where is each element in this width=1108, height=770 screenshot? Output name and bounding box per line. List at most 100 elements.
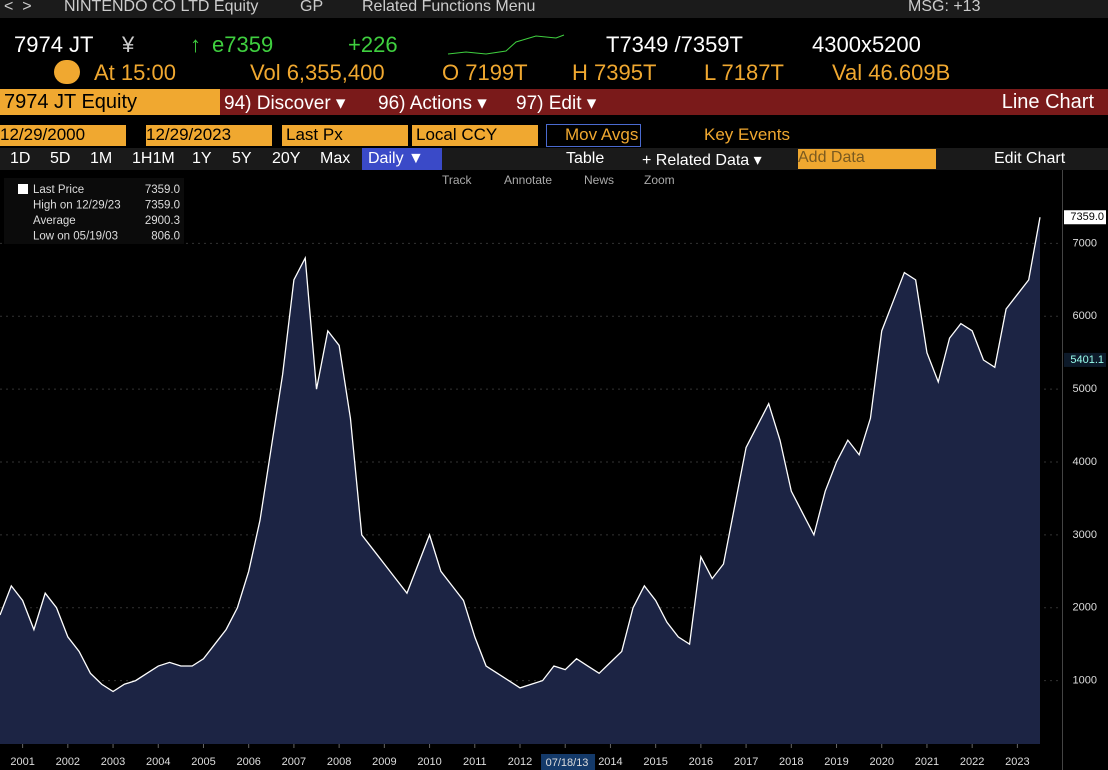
frequency[interactable]: Daily ▼: [362, 148, 442, 170]
x-tick-label: 2011: [463, 756, 487, 768]
x-tick-label: 2022: [960, 756, 984, 768]
top-bar: < > NINTENDO CO LTD Equity GP Related Fu…: [0, 0, 1108, 18]
legend-box: [4, 178, 184, 244]
y-tick-label: 3000: [1073, 529, 1097, 541]
chart-tool[interactable]: Annotate: [504, 173, 553, 187]
toolbar: 7974 JT Equity 94) Discover ▾ 96) Action…: [0, 89, 1108, 115]
equity-box[interactable]: 7974 JT Equity: [0, 89, 220, 115]
legend-label: Low on 05/19/03: [33, 231, 118, 243]
period-button[interactable]: 1D: [10, 150, 31, 167]
function-code[interactable]: GP: [300, 0, 324, 15]
y-tick-label: 7000: [1073, 237, 1097, 249]
sparkline: [447, 34, 565, 55]
x-tick-label: 2016: [689, 756, 713, 768]
axis-tag: 5401.1: [1070, 354, 1104, 366]
related-menu[interactable]: Related Functions Menu: [362, 0, 536, 15]
x-tick-label: 2007: [282, 756, 306, 768]
axis-tag: 7359.0: [1070, 211, 1104, 223]
x-tick-label: 2001: [10, 756, 34, 768]
x-tick-label: 2009: [372, 756, 396, 768]
x-tick-label: 2003: [101, 756, 125, 768]
currency-select[interactable]: Local CCY: [412, 125, 538, 146]
chart-tool[interactable]: Track: [442, 173, 472, 187]
x-tick-label: 2012: [508, 756, 532, 768]
security-name[interactable]: NINTENDO CO LTD Equity: [64, 0, 259, 15]
up-arrow: ↑: [190, 32, 201, 57]
y-tick-label: 4000: [1073, 456, 1097, 468]
cursor-tag-box: [541, 754, 596, 770]
period-button[interactable]: 1M: [90, 150, 113, 167]
mov-avgs[interactable]: Mov Avgs: [546, 124, 642, 147]
end-date[interactable]: 12/29/2023: [146, 125, 272, 146]
x-tick-label: 2018: [779, 756, 803, 768]
x-tick-label: 2023: [1005, 756, 1029, 768]
x-tick-label: 2004: [146, 756, 170, 768]
chart-tool[interactable]: News: [584, 173, 615, 187]
y-tick-label: 6000: [1073, 310, 1097, 322]
period-button[interactable]: 20Y: [272, 150, 301, 167]
sparkline-path: [447, 34, 565, 55]
x-tick-label: 2014: [598, 756, 622, 768]
bid-ask: T7349 /7359T: [606, 32, 743, 57]
chart-tool[interactable]: Zoom: [644, 173, 675, 187]
period-button[interactable]: 5Y: [232, 150, 252, 167]
time: At 15:00: [94, 60, 176, 85]
messages[interactable]: MSG: +13: [908, 0, 981, 15]
field-select[interactable]: Last Px: [282, 125, 408, 146]
legend-value: 2900.3: [145, 215, 180, 227]
legend-label: Last Price: [33, 184, 84, 196]
legend-label: Average: [33, 215, 76, 227]
volume: Vol 6,355,400: [250, 60, 385, 85]
key-events[interactable]: Key Events: [704, 125, 790, 144]
legend-swatch: [18, 184, 28, 194]
legend-value: 7359.0: [145, 184, 180, 196]
legend-label: High on 12/29/23: [33, 200, 121, 212]
chart-kind: Line Chart: [1001, 91, 1094, 113]
last-price: e7359: [212, 32, 274, 57]
x-tick-label: 2021: [915, 756, 939, 768]
edit-chart[interactable]: Edit Chart: [994, 150, 1066, 167]
price-area: [0, 217, 1040, 744]
x-tick-label: 2002: [56, 756, 80, 768]
change: +226: [348, 32, 398, 57]
edit-menu[interactable]: 97) Edit ▾: [516, 93, 597, 114]
price-line: [0, 217, 1041, 693]
period-button[interactable]: Max: [320, 150, 351, 167]
y-tick-label: 1000: [1073, 675, 1097, 687]
x-tick-label: 2006: [236, 756, 260, 768]
legend-value: 7359.0: [145, 200, 180, 212]
low: L 7187T: [704, 60, 784, 85]
x-tick-label: 2019: [824, 756, 848, 768]
cursor-tag: 07/18/13: [546, 757, 589, 769]
y-tick-label: 5000: [1073, 383, 1097, 395]
period-button[interactable]: 1Y: [192, 150, 212, 167]
add-data[interactable]: Add Data: [798, 149, 936, 169]
period-button[interactable]: 1H1M: [132, 150, 175, 167]
related-data[interactable]: + Related Data ▾: [642, 152, 762, 169]
legend-value: 806.0: [151, 231, 180, 243]
discover-menu[interactable]: 94) Discover ▾: [224, 93, 346, 114]
table-button[interactable]: Table: [566, 150, 605, 167]
x-tick-label: 2015: [643, 756, 667, 768]
start-date[interactable]: 12/29/2000: [0, 125, 126, 146]
axis-tag-box: [1064, 352, 1106, 367]
axis-divider: [1062, 170, 1063, 770]
x-tick-label: 2010: [417, 756, 441, 768]
axis-tag-box: [1064, 210, 1106, 225]
x-tick-label: 2020: [869, 756, 893, 768]
size: 4300x5200: [812, 32, 921, 57]
actions-menu[interactable]: 96) Actions ▾: [378, 93, 487, 114]
nav-arrows[interactable]: < >: [4, 0, 32, 15]
open: O 7199T: [442, 60, 528, 85]
x-tick-label: 2008: [327, 756, 351, 768]
high: H 7395T: [572, 60, 657, 85]
y-tick-label: 2000: [1073, 602, 1097, 614]
currency: ¥: [122, 32, 135, 57]
ticker: 7974 JT: [14, 32, 94, 57]
chart: 1000 2000 3000 4000 5000 6000 7000 7359.0 5401.1…: [0, 170, 1106, 770]
turnover: Val 46.609B: [832, 60, 951, 85]
period-button[interactable]: 5D: [50, 150, 71, 167]
clock-icon: [54, 60, 80, 84]
